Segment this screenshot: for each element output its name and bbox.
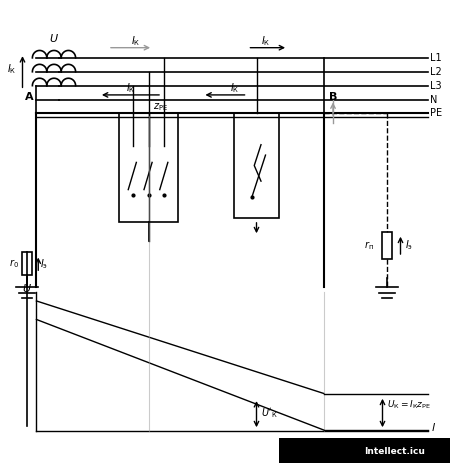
Bar (22, 252, 32, 275)
Text: B: B (328, 92, 337, 102)
Text: U: U (50, 34, 58, 44)
Text: $U_{\rm К}=I_{\rm К}z_{\rm PE}$: $U_{\rm К}=I_{\rm К}z_{\rm PE}$ (387, 399, 431, 411)
Text: U: U (22, 284, 31, 294)
Text: $r_0$: $r_0$ (9, 257, 19, 270)
Bar (234, 113, 279, 218)
Text: $I_{\rm э}$: $I_{\rm э}$ (405, 238, 413, 252)
Text: $r_{\rm п}$: $r_{\rm п}$ (364, 239, 374, 252)
Bar (382, 232, 392, 259)
Text: $I_{\rm К}$: $I_{\rm К}$ (7, 62, 16, 75)
Text: L1: L1 (430, 53, 441, 63)
Text: $U'_{\rm К}$: $U'_{\rm К}$ (261, 407, 278, 420)
Text: L3: L3 (430, 81, 441, 91)
Bar (119, 113, 178, 222)
Text: $I_{\rm К}$: $I_{\rm К}$ (230, 81, 239, 95)
Text: L2: L2 (430, 67, 441, 77)
Text: $I_{\rm К}$: $I_{\rm К}$ (126, 81, 135, 95)
Text: $I_{\rm э}$: $I_{\rm э}$ (40, 257, 49, 271)
Text: PE: PE (430, 108, 442, 119)
Text: $z_{\rm PE}$: $z_{\rm PE}$ (153, 101, 168, 113)
Text: Замыкание на корпус в сист: Замыкание на корпус в сист (112, 446, 260, 457)
Bar (0, 438, 450, 463)
Text: $I_{\rm К}$: $I_{\rm К}$ (261, 34, 270, 48)
Text: A: A (25, 92, 33, 102)
Text: N: N (430, 94, 437, 105)
Text: l: l (432, 423, 435, 432)
Text: Intellect.icu: Intellect.icu (364, 447, 425, 456)
Bar (279, 438, 450, 463)
Text: $I_{\rm К}$: $I_{\rm К}$ (130, 34, 140, 48)
